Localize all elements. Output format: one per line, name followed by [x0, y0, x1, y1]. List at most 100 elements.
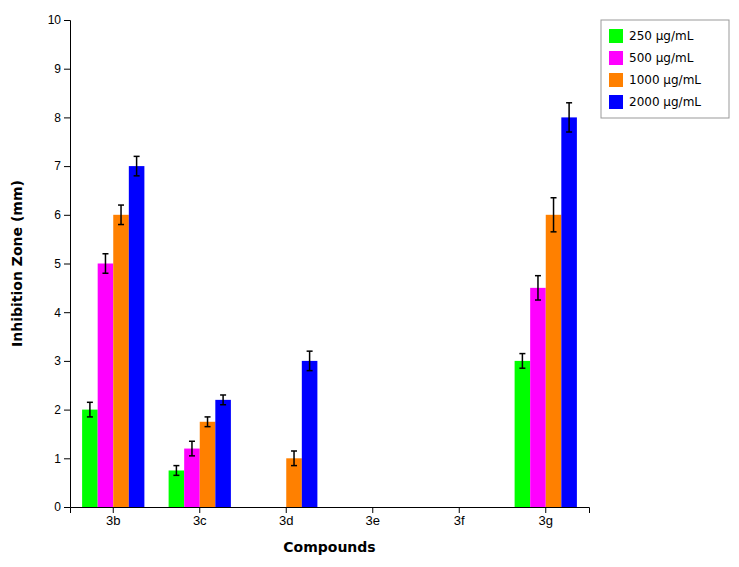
error-cap	[551, 231, 557, 233]
tick-mark	[64, 312, 70, 313]
error-bar	[519, 354, 525, 369]
x-tick-label: 3d	[279, 513, 293, 528]
bar	[215, 400, 231, 507]
x-axis-title: Compounds	[283, 539, 375, 555]
error-cap	[519, 353, 525, 355]
bar	[255, 507, 271, 508]
bar	[82, 410, 98, 507]
bar	[428, 507, 444, 508]
error-line	[309, 351, 311, 370]
error-cap	[566, 131, 572, 133]
bar	[475, 507, 491, 508]
error-bars	[87, 103, 572, 476]
y-tick-label: 4	[54, 306, 61, 320]
bar	[561, 117, 577, 507]
error-cap	[173, 475, 179, 477]
error-cap	[551, 197, 557, 199]
y-tick-label: 3	[54, 354, 61, 368]
bar	[271, 507, 287, 508]
series	[113, 215, 561, 507]
error-bar	[307, 351, 313, 370]
tick-mark	[64, 69, 70, 70]
error-line	[120, 205, 122, 224]
error-bar	[102, 254, 108, 273]
y-tick-label: 7	[54, 159, 61, 173]
bar	[98, 264, 114, 508]
tick-mark	[64, 20, 70, 21]
error-cap	[87, 416, 93, 418]
bar	[113, 215, 129, 507]
error-line	[568, 103, 570, 132]
error-cap	[307, 370, 313, 372]
y-axis-title: Inhibition Zone (mm)	[9, 180, 25, 347]
error-line	[191, 441, 193, 456]
y-tick: 1	[54, 452, 70, 466]
y-axis: 012345678910	[48, 13, 71, 514]
error-cap	[134, 175, 140, 177]
error-cap	[118, 204, 124, 206]
error-bar	[566, 103, 572, 132]
legend-label: 2000 μg/mL	[629, 95, 701, 109]
error-bar	[118, 205, 124, 224]
bar	[129, 166, 145, 507]
y-tick-label: 9	[54, 62, 61, 76]
error-line	[136, 156, 138, 175]
error-line	[222, 395, 224, 405]
legend-item: 1000 μg/mL	[609, 73, 701, 87]
y-tick: 2	[54, 403, 70, 417]
bar	[342, 507, 358, 508]
bar	[515, 361, 531, 507]
tick-mark	[545, 507, 546, 513]
y-tick: 4	[54, 306, 70, 320]
error-bar	[291, 451, 297, 466]
error-cap	[291, 450, 297, 452]
bar	[200, 422, 216, 507]
x-tick-label: 3f	[454, 513, 465, 528]
error-bar	[189, 441, 195, 456]
tick-mark	[459, 507, 460, 513]
error-line	[105, 254, 107, 273]
bar	[459, 507, 475, 508]
legend-swatch	[609, 51, 623, 65]
error-bar	[535, 276, 541, 300]
legend-item: 250 μg/mL	[609, 29, 694, 43]
x-tick: 3b	[106, 507, 120, 528]
legend-frame	[601, 20, 729, 118]
bar	[546, 215, 562, 507]
tick-mark	[64, 458, 70, 459]
axis-domain	[71, 508, 590, 514]
tick-mark	[64, 507, 70, 508]
bar	[357, 507, 373, 508]
error-line	[89, 402, 91, 417]
error-cap	[566, 102, 572, 104]
bar	[373, 507, 389, 508]
legend-label: 500 μg/mL	[629, 51, 694, 65]
bar	[302, 361, 318, 507]
error-cap	[535, 299, 541, 301]
legend-swatch	[609, 73, 623, 87]
error-cap	[189, 455, 195, 457]
x-tick: 3d	[279, 507, 293, 528]
error-cap	[307, 350, 313, 352]
legend-swatch	[609, 95, 623, 109]
error-cap	[87, 402, 93, 404]
y-tick-label: 8	[54, 111, 61, 125]
y-tick-label: 5	[54, 257, 61, 271]
bar	[184, 449, 200, 507]
y-tick-label: 10	[48, 13, 62, 27]
bar	[530, 288, 546, 507]
error-cap	[220, 404, 226, 406]
y-tick-label: 1	[54, 452, 61, 466]
y-tick-label: 6	[54, 208, 61, 222]
error-bar	[205, 417, 211, 427]
y-tick: 6	[54, 208, 70, 222]
bar	[286, 458, 302, 507]
error-bar	[173, 466, 179, 476]
y-tick: 3	[54, 354, 70, 368]
legend-swatch	[609, 29, 623, 43]
bar	[388, 507, 404, 508]
series	[82, 361, 530, 507]
series	[98, 264, 546, 508]
error-line	[537, 276, 539, 300]
error-line	[207, 417, 209, 427]
